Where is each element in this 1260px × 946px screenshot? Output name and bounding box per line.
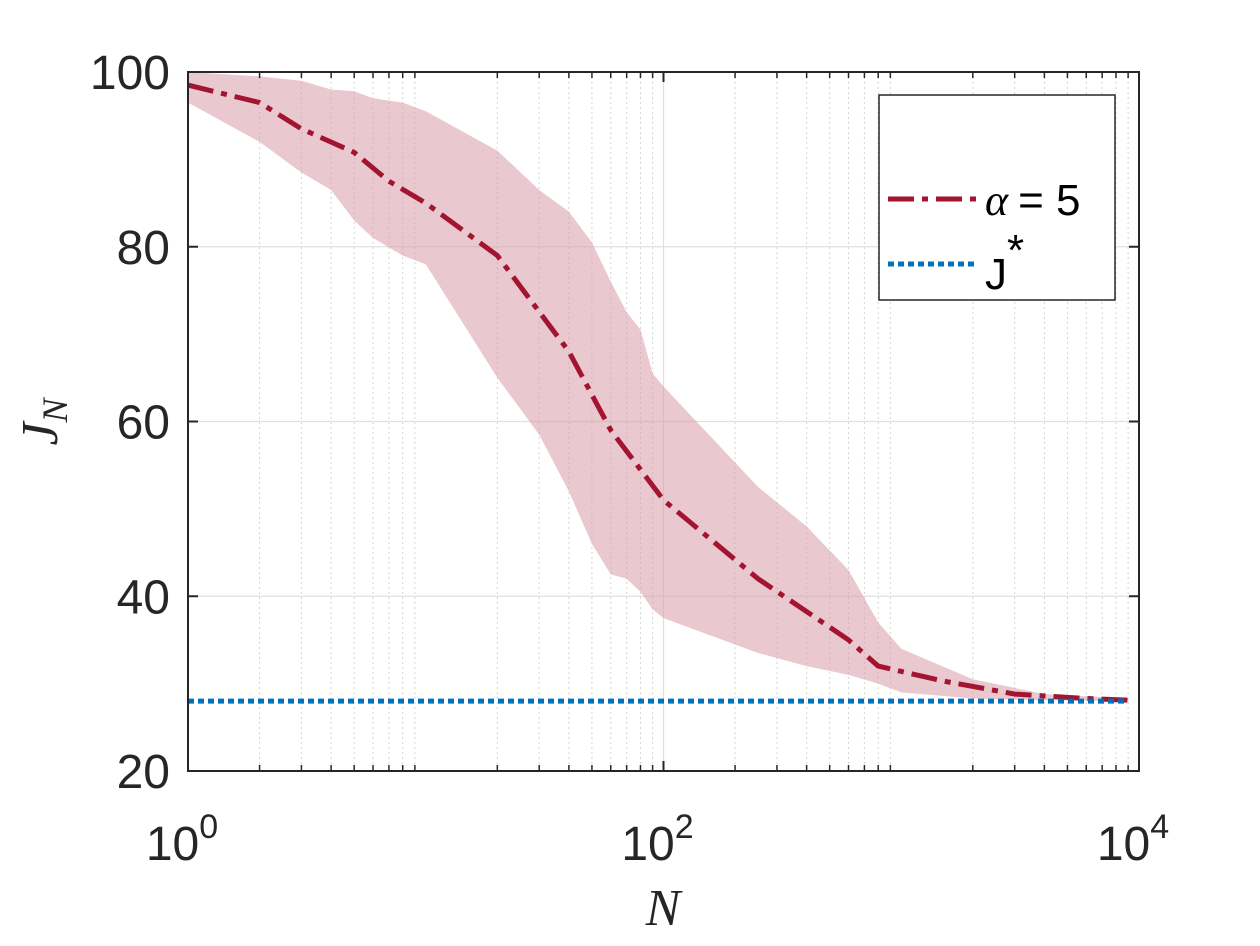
y-axis-label-main: J — [12, 420, 69, 446]
tick-marks — [187, 71, 1140, 772]
y-tick-label: 20 — [117, 746, 170, 799]
y-axis-label: JN — [12, 396, 75, 445]
legend-label-alpha: α = 5 — [985, 176, 1081, 225]
y-tick-label: 60 — [117, 397, 170, 450]
legend-jstar-superscript: * — [1007, 226, 1024, 275]
svg-text:JN: JN — [12, 396, 75, 445]
x-tick-label: 102 — [621, 808, 693, 871]
legend-label-jstar: J* — [985, 226, 1024, 299]
legend-jstar-symbol: J — [985, 250, 1007, 299]
series-lines — [187, 82, 1129, 704]
band-area — [188, 72, 1129, 702]
spread-band — [188, 72, 1129, 702]
legend-alpha-text: = 5 — [1018, 176, 1080, 225]
y-axis-label-subscript: N — [35, 396, 75, 423]
x-axis-label: N — [645, 880, 684, 937]
y-tick-label: 80 — [117, 222, 170, 275]
y-tick-label: 40 — [117, 571, 170, 624]
series-line-alpha — [187, 82, 1129, 703]
y-tick-label: 100 — [90, 47, 170, 100]
x-tick-label: 100 — [146, 808, 218, 871]
legend-alpha-symbol: α — [985, 176, 1009, 225]
x-tick-label: 104 — [1097, 808, 1169, 871]
legend: α = 5 J* — [878, 94, 1116, 301]
tick-labels: 20 40 60 80 100 100 102 104 — [90, 47, 1169, 871]
